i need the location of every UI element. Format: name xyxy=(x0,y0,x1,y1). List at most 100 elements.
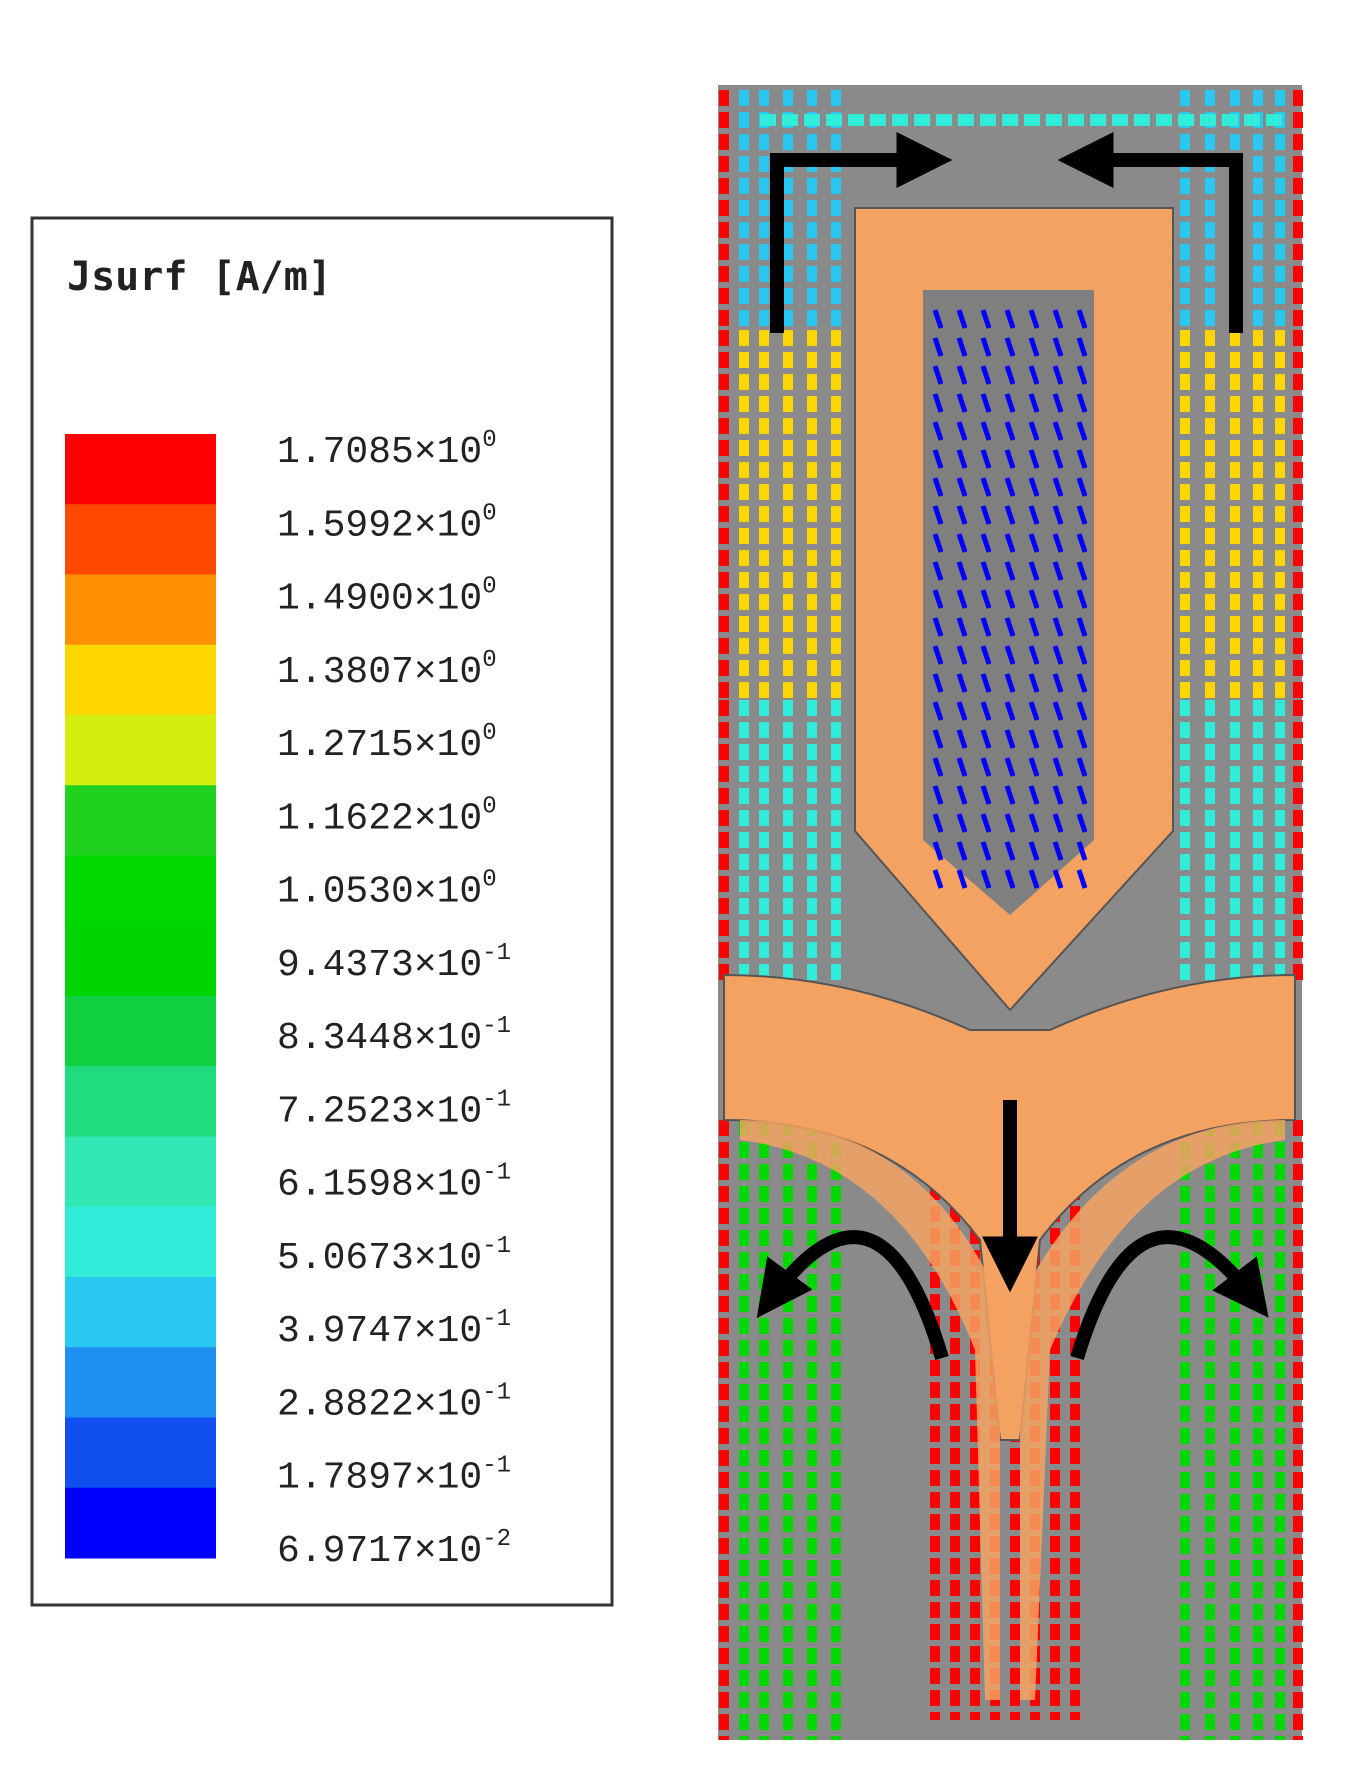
vector xyxy=(956,337,968,357)
vector xyxy=(956,813,968,833)
vector xyxy=(1028,701,1040,721)
vector xyxy=(932,533,944,553)
vector xyxy=(956,309,968,329)
label-base: 3.9747×10 xyxy=(277,1310,482,1353)
legend-label: 1.5992×100 xyxy=(277,500,497,547)
vector xyxy=(1004,533,1016,553)
vector xyxy=(932,449,944,469)
vector xyxy=(932,813,944,833)
label-exponent: 0 xyxy=(482,793,496,820)
vector xyxy=(1076,309,1088,329)
vector xyxy=(932,841,944,861)
label-base: 2.8822×10 xyxy=(277,1383,482,1426)
vector xyxy=(1028,645,1040,665)
color-band xyxy=(65,644,216,716)
vector xyxy=(1052,421,1064,441)
vector xyxy=(956,533,968,553)
vector xyxy=(980,785,992,805)
vector xyxy=(980,393,992,413)
vector xyxy=(1052,617,1064,637)
vector xyxy=(1028,757,1040,777)
label-exponent: 0 xyxy=(482,720,496,747)
vector xyxy=(1004,393,1016,413)
label-exponent: -1 xyxy=(482,1379,511,1406)
vector xyxy=(1004,337,1016,357)
vector xyxy=(1028,505,1040,525)
vector xyxy=(1028,617,1040,637)
vector xyxy=(1004,449,1016,469)
vector xyxy=(956,729,968,749)
legend-labels: 1.7085×1001.5992×1001.4900×1001.3807×100… xyxy=(277,427,511,1573)
vector xyxy=(1028,477,1040,497)
vector xyxy=(1028,813,1040,833)
vector xyxy=(1004,477,1016,497)
vector xyxy=(932,393,944,413)
legend-label: 5.0673×10-1 xyxy=(277,1233,511,1280)
vector xyxy=(1052,729,1064,749)
vector xyxy=(1004,617,1016,637)
vector xyxy=(1076,449,1088,469)
vector xyxy=(1028,337,1040,357)
vector xyxy=(980,589,992,609)
vector xyxy=(956,841,968,861)
vector xyxy=(980,533,992,553)
arrow xyxy=(756,1230,949,1361)
vector xyxy=(956,505,968,525)
vector xyxy=(980,813,992,833)
vector xyxy=(980,617,992,637)
vector xyxy=(1076,393,1088,413)
vector xyxy=(932,645,944,665)
vector xyxy=(1028,673,1040,693)
vector xyxy=(956,393,968,413)
vector xyxy=(1052,505,1064,525)
arrow xyxy=(1070,1230,1269,1361)
vector xyxy=(956,617,968,637)
vector xyxy=(1028,533,1040,553)
frond-right xyxy=(1020,1120,1285,1700)
vector xyxy=(1004,869,1016,889)
label-base: 1.5992×10 xyxy=(277,504,482,547)
vector xyxy=(956,365,968,385)
vector xyxy=(1076,701,1088,721)
vector xyxy=(1076,617,1088,637)
vector xyxy=(980,729,992,749)
vector xyxy=(1052,561,1064,581)
legend-label: 1.2715×100 xyxy=(277,720,497,767)
label-exponent: -1 xyxy=(482,1453,511,1480)
vector xyxy=(1028,729,1040,749)
vector xyxy=(1076,757,1088,777)
frond-left xyxy=(740,1120,1000,1700)
color-band xyxy=(65,504,216,575)
color-band xyxy=(65,925,216,997)
vector xyxy=(1052,841,1064,861)
label-base: 6.1598×10 xyxy=(277,1164,482,1207)
label-base: 1.0530×10 xyxy=(277,871,482,914)
vector xyxy=(980,449,992,469)
flow-arrows xyxy=(756,132,1269,1361)
vector xyxy=(1076,673,1088,693)
vector xyxy=(932,365,944,385)
vector xyxy=(1004,645,1016,665)
label-base: 5.0673×10 xyxy=(277,1237,482,1280)
vector xyxy=(1052,365,1064,385)
vector xyxy=(932,729,944,749)
label-exponent: -1 xyxy=(482,1306,511,1333)
vector xyxy=(1028,309,1040,329)
legend-label: 1.4900×100 xyxy=(277,574,497,621)
current-plot xyxy=(718,85,1303,1740)
label-exponent: -1 xyxy=(482,1013,511,1040)
color-band xyxy=(65,1136,216,1208)
vector xyxy=(1052,701,1064,721)
vector xyxy=(1052,813,1064,833)
legend-label: 3.9747×10-1 xyxy=(277,1306,511,1353)
vector xyxy=(1052,533,1064,553)
color-band xyxy=(65,1277,216,1348)
vector xyxy=(1076,477,1088,497)
legend-title: Jsurf [A/m] xyxy=(67,254,332,300)
vector xyxy=(1076,421,1088,441)
vector xyxy=(956,477,968,497)
vector xyxy=(1028,421,1040,441)
vector xyxy=(1076,589,1088,609)
vector xyxy=(932,561,944,581)
color-band xyxy=(65,1347,216,1418)
